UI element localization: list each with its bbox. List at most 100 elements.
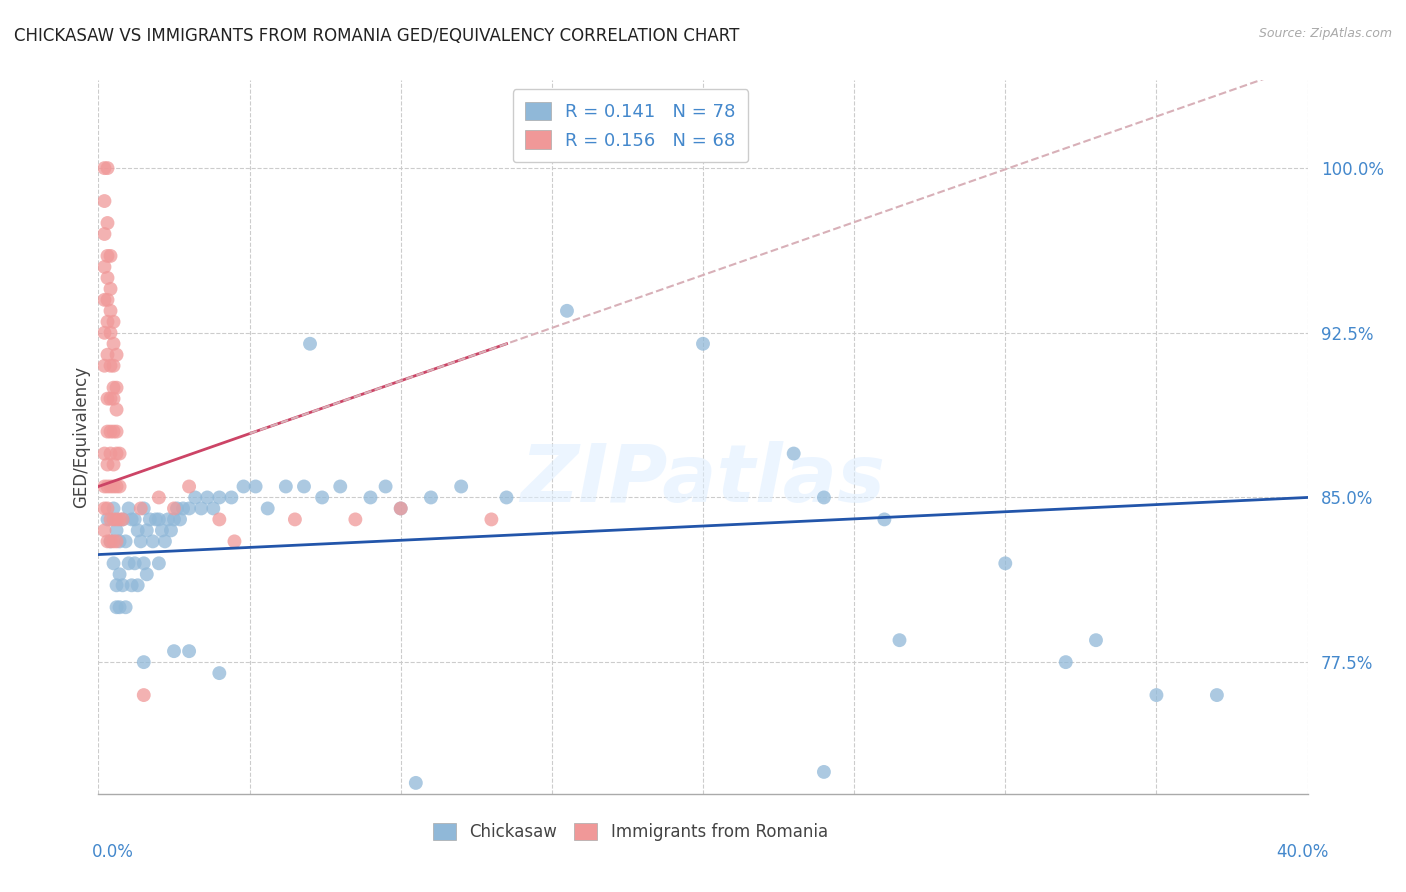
Point: [111, 578, 134, 592]
Point: [108, 567, 131, 582]
Point: [163, 501, 186, 516]
Point: [405, 776, 427, 790]
Point: [360, 491, 382, 505]
Point: [96, 512, 118, 526]
Point: [105, 600, 128, 615]
Point: [389, 501, 412, 516]
Point: [105, 534, 128, 549]
Point: [1144, 688, 1167, 702]
Point: [208, 491, 231, 505]
Point: [208, 512, 231, 526]
Point: [96, 315, 118, 329]
Text: CHICKASAW VS IMMIGRANTS FROM ROMANIA GED/EQUIVALENCY CORRELATION CHART: CHICKASAW VS IMMIGRANTS FROM ROMANIA GED…: [14, 27, 740, 45]
Point: [103, 534, 125, 549]
Point: [163, 512, 186, 526]
Point: [344, 512, 367, 526]
Point: [1054, 655, 1077, 669]
Point: [135, 524, 157, 538]
Point: [100, 512, 122, 526]
Point: [111, 512, 134, 526]
Point: [692, 336, 714, 351]
Point: [114, 600, 136, 615]
Point: [96, 161, 118, 175]
Point: [172, 501, 194, 516]
Point: [108, 600, 131, 615]
Point: [96, 348, 118, 362]
Point: [783, 446, 806, 460]
Point: [232, 479, 254, 493]
Point: [169, 512, 191, 526]
Point: [105, 381, 128, 395]
Point: [100, 425, 122, 439]
Point: [108, 479, 131, 493]
Point: [374, 479, 396, 493]
Text: Source: ZipAtlas.com: Source: ZipAtlas.com: [1258, 27, 1392, 40]
Point: [100, 534, 122, 549]
Point: [121, 512, 143, 526]
Point: [96, 293, 118, 307]
Legend: Chickasaw, Immigrants from Romania: Chickasaw, Immigrants from Romania: [425, 815, 837, 850]
Point: [481, 512, 503, 526]
Point: [221, 491, 243, 505]
Point: [202, 501, 225, 516]
Point: [96, 271, 118, 285]
Point: [103, 336, 125, 351]
Point: [179, 479, 201, 493]
Point: [96, 479, 118, 493]
Point: [166, 501, 188, 516]
Point: [103, 512, 125, 526]
Point: [100, 359, 122, 373]
Point: [105, 425, 128, 439]
Point: [100, 303, 122, 318]
Point: [114, 534, 136, 549]
Point: [93, 161, 115, 175]
Point: [100, 326, 122, 340]
Point: [103, 501, 125, 516]
Point: [195, 491, 218, 505]
Point: [121, 578, 143, 592]
Point: [93, 227, 115, 241]
Point: [145, 512, 167, 526]
Point: [555, 303, 578, 318]
Point: [93, 260, 115, 274]
Point: [132, 688, 155, 702]
Point: [118, 557, 141, 571]
Point: [127, 524, 149, 538]
Point: [813, 764, 835, 779]
Point: [148, 512, 170, 526]
Point: [873, 512, 896, 526]
Point: [96, 216, 118, 230]
Point: [256, 501, 278, 516]
Point: [96, 392, 118, 406]
Point: [139, 512, 162, 526]
Point: [105, 578, 128, 592]
Point: [179, 644, 201, 658]
Point: [224, 534, 246, 549]
Point: [1085, 633, 1108, 648]
Point: [100, 534, 122, 549]
Point: [96, 425, 118, 439]
Point: [105, 512, 128, 526]
Text: 0.0%: 0.0%: [91, 843, 134, 861]
Point: [153, 534, 176, 549]
Point: [105, 446, 128, 460]
Point: [100, 479, 122, 493]
Point: [96, 249, 118, 263]
Point: [150, 524, 173, 538]
Y-axis label: GED/Equivalency: GED/Equivalency: [72, 366, 90, 508]
Point: [93, 446, 115, 460]
Point: [420, 491, 443, 505]
Point: [96, 458, 118, 472]
Point: [103, 381, 125, 395]
Point: [105, 402, 128, 417]
Point: [100, 282, 122, 296]
Point: [245, 479, 267, 493]
Point: [813, 491, 835, 505]
Point: [142, 534, 165, 549]
Point: [889, 633, 911, 648]
Point: [93, 326, 115, 340]
Point: [108, 446, 131, 460]
Point: [450, 479, 472, 493]
Text: ZIPatlas: ZIPatlas: [520, 441, 886, 519]
Point: [163, 644, 186, 658]
